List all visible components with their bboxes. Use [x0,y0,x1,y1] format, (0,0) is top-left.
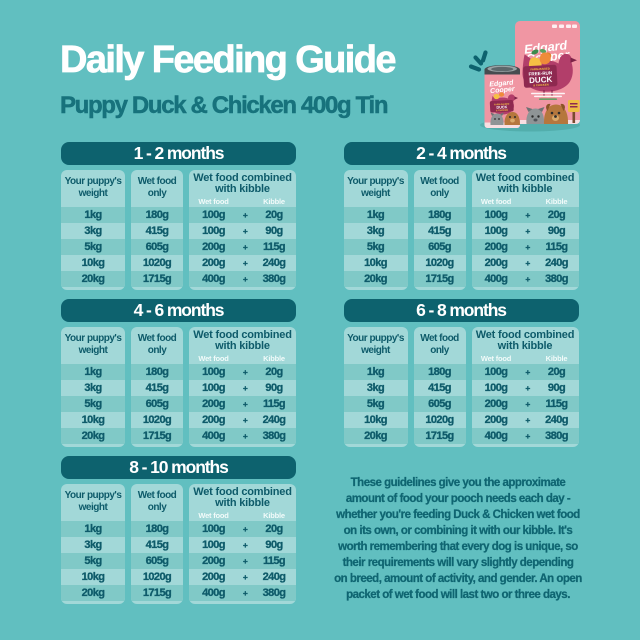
svg-text:& CHICKEN: & CHICKEN [496,110,509,113]
svg-text:& CHICKEN: & CHICKEN [533,83,549,88]
svg-text:DUCK: DUCK [529,75,553,85]
svg-text:Edgard: Edgard [489,79,514,88]
svg-text:DUCK: DUCK [496,105,507,110]
svg-text:FARM-RAISED: FARM-RAISED [494,103,510,107]
svg-text:Cooper: Cooper [490,86,516,95]
svg-text:FARM-RAISED: FARM-RAISED [530,66,550,71]
svg-text:FREE-RUN: FREE-RUN [528,70,553,76]
